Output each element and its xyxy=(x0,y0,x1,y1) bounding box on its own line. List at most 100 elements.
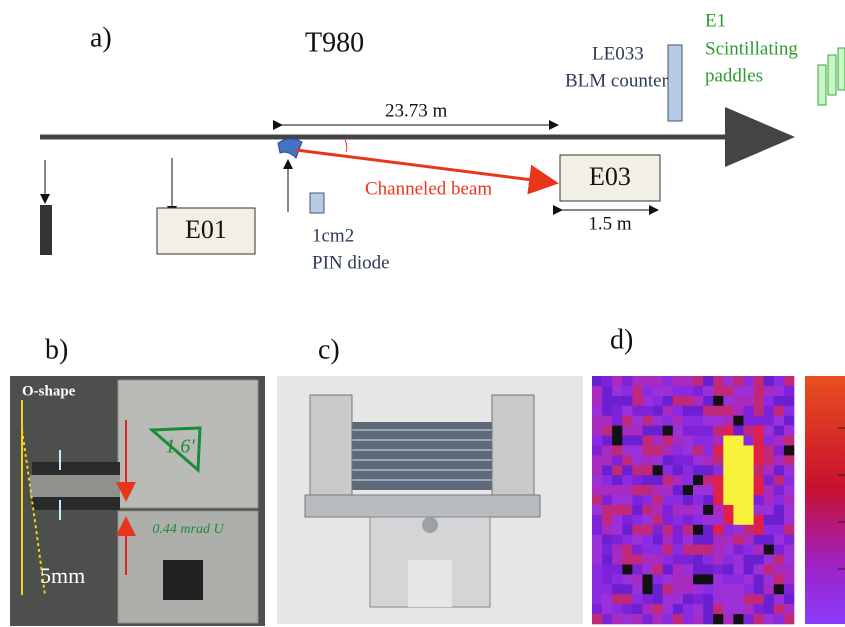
heat-cell xyxy=(764,465,774,475)
heat-cell xyxy=(643,495,653,505)
heat-cell xyxy=(754,436,764,446)
heat-cell xyxy=(663,614,673,624)
heat-cell xyxy=(632,515,642,525)
heat-cell xyxy=(733,376,743,386)
heat-cell xyxy=(693,386,703,396)
heat-cell xyxy=(632,426,642,436)
heat-cell xyxy=(754,376,764,386)
heat-cell xyxy=(723,465,733,475)
heat-cell xyxy=(653,475,663,485)
heat-cell xyxy=(744,555,754,565)
heat-cell xyxy=(784,465,794,475)
heat-cell xyxy=(653,564,663,574)
heat-cell xyxy=(774,455,784,465)
heat-cell xyxy=(673,396,683,406)
heat-cell xyxy=(744,376,754,386)
heat-cell xyxy=(703,505,713,515)
e1-line: paddles xyxy=(705,65,763,86)
heat-cell xyxy=(592,525,602,535)
heat-cell xyxy=(612,525,622,535)
heat-cell xyxy=(784,614,794,624)
heat-cell xyxy=(602,604,612,614)
heat-cell xyxy=(713,455,723,465)
heat-cell xyxy=(703,386,713,396)
heat-cell xyxy=(602,475,612,485)
heat-cell xyxy=(592,584,602,594)
heat-cell xyxy=(744,445,754,455)
heat-cell xyxy=(713,525,723,535)
heat-cell xyxy=(754,505,764,515)
heat-cell xyxy=(673,515,683,525)
figure: a) T980 LE033 BLM counter E1 Scintillati… xyxy=(0,0,845,627)
heat-cell xyxy=(622,406,632,416)
heat-cell xyxy=(784,475,794,485)
heat-cell xyxy=(632,475,642,485)
heat-cell xyxy=(602,396,612,406)
heat-cell xyxy=(703,545,713,555)
heat-cell xyxy=(673,445,683,455)
heat-cell xyxy=(592,386,602,396)
shape-label: O-shape xyxy=(22,383,76,399)
heat-cell xyxy=(592,614,602,624)
heat-cell xyxy=(733,594,743,604)
heat-cell xyxy=(774,396,784,406)
heat-cell xyxy=(733,426,743,436)
heat-cell xyxy=(622,525,632,535)
heat-cell xyxy=(713,555,723,565)
heat-cell xyxy=(703,594,713,604)
heat-cell xyxy=(774,545,784,555)
heat-cell xyxy=(653,604,663,614)
heat-cell xyxy=(643,386,653,396)
heat-cell xyxy=(632,535,642,545)
heat-cell xyxy=(754,525,764,535)
heat-cell xyxy=(713,406,723,416)
heat-cell xyxy=(653,555,663,565)
heat-cell xyxy=(733,574,743,584)
heat-cell xyxy=(632,386,642,396)
heat-cell xyxy=(733,495,743,505)
heat-cell xyxy=(693,436,703,446)
heat-cell xyxy=(673,495,683,505)
heat-cell xyxy=(774,376,784,386)
heat-cell xyxy=(774,535,784,545)
heat-cell xyxy=(693,525,703,535)
heat-cell xyxy=(622,584,632,594)
heat-cell xyxy=(673,535,683,545)
heat-cell xyxy=(723,555,733,565)
heat-cell xyxy=(723,396,733,406)
heat-cell xyxy=(774,604,784,614)
heat-cell xyxy=(784,416,794,426)
heat-cell xyxy=(673,416,683,426)
heat-cell xyxy=(673,604,683,614)
heat-cell xyxy=(592,416,602,426)
heat-cell xyxy=(592,545,602,555)
target xyxy=(40,205,52,255)
heat-cell xyxy=(673,564,683,574)
heat-cell xyxy=(653,445,663,455)
heat-cell xyxy=(602,495,612,505)
heat-cell xyxy=(673,594,683,604)
heat-cell xyxy=(653,584,663,594)
heat-cell xyxy=(703,614,713,624)
heat-cell xyxy=(703,426,713,436)
panel-label: d) xyxy=(610,324,633,355)
heat-cell xyxy=(632,445,642,455)
heat-cell xyxy=(764,455,774,465)
heat-cell xyxy=(653,426,663,436)
heat-cell xyxy=(683,436,693,446)
heat-cell xyxy=(592,535,602,545)
heat-cell xyxy=(764,426,774,436)
heat-cell xyxy=(733,545,743,555)
heat-cell xyxy=(643,594,653,604)
heat-cell xyxy=(592,445,602,455)
heat-cell xyxy=(612,594,622,604)
heat-cell xyxy=(683,455,693,465)
heat-cell xyxy=(693,555,703,565)
heat-cell xyxy=(784,495,794,505)
heat-cell xyxy=(653,396,663,406)
heat-cell xyxy=(683,416,693,426)
beam-label: Channeled beam xyxy=(365,178,492,199)
heat-cell xyxy=(723,386,733,396)
heat-cell xyxy=(643,436,653,446)
heat-cell xyxy=(673,426,683,436)
